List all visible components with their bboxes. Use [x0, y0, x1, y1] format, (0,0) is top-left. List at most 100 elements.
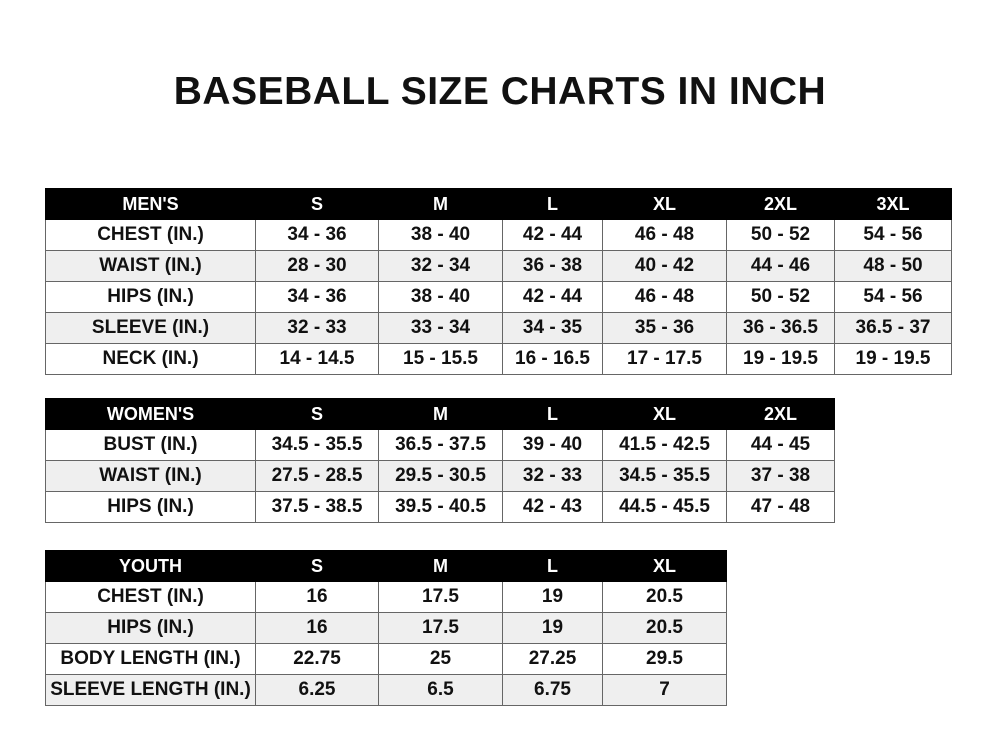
measurement-cell: 38 - 40 [378, 219, 503, 251]
youth-size-table: YOUTH S M L XL CHEST (IN.) 16 17.5 19 20.5 HIPS (I… [45, 550, 727, 706]
size-header: S [255, 398, 379, 430]
measurement-cell: 50 - 52 [726, 219, 835, 251]
measurement-cell: 27.25 [502, 643, 603, 675]
size-header: M [378, 550, 503, 582]
measurement-cell: 32 - 34 [378, 250, 503, 282]
table-row: WAIST (IN.) 27.5 - 28.5 29.5 - 30.5 32 - 33… [45, 460, 835, 492]
category-header: YOUTH [45, 550, 256, 582]
measurement-cell: 41.5 - 42.5 [602, 429, 727, 461]
measurement-cell: 46 - 48 [602, 281, 727, 313]
measurement-cell: 16 - 16.5 [502, 343, 603, 375]
measurement-cell: 16 [255, 581, 379, 613]
size-header: M [378, 188, 503, 220]
mens-size-table: MEN'S S M L XL 2XL 3XL CHEST (IN.) 34 - 36 38 - 4… [45, 188, 952, 375]
measurement-cell: 42 - 44 [502, 281, 603, 313]
measurement-cell: 39 - 40 [502, 429, 603, 461]
table-row: SLEEVE LENGTH (IN.) 6.25 6.5 6.75 7 [45, 674, 727, 706]
measurement-label: CHEST (IN.) [45, 219, 256, 251]
womens-size-table: WOMEN'S S M L XL 2XL BUST (IN.) 34.5 - 35.5 36.5… [45, 398, 835, 523]
measurement-cell: 20.5 [602, 612, 727, 644]
measurement-label: WAIST (IN.) [45, 250, 256, 282]
measurement-cell: 34.5 - 35.5 [255, 429, 379, 461]
measurement-cell: 36 - 38 [502, 250, 603, 282]
measurement-cell: 20.5 [602, 581, 727, 613]
measurement-cell: 37 - 38 [726, 460, 835, 492]
measurement-cell: 25 [378, 643, 503, 675]
table-row: HIPS (IN.) 16 17.5 19 20.5 [45, 612, 727, 644]
measurement-cell: 32 - 33 [502, 460, 603, 492]
measurement-label: SLEEVE LENGTH (IN.) [45, 674, 256, 706]
measurement-label: CHEST (IN.) [45, 581, 256, 613]
measurement-cell: 14 - 14.5 [255, 343, 379, 375]
measurement-label: HIPS (IN.) [45, 281, 256, 313]
measurement-cell: 39.5 - 40.5 [378, 491, 503, 523]
measurement-cell: 44 - 46 [726, 250, 835, 282]
measurement-label: HIPS (IN.) [45, 612, 256, 644]
page-title: BASEBALL SIZE CHARTS IN INCH [173, 70, 827, 113]
measurement-cell: 6.25 [255, 674, 379, 706]
measurement-cell: 33 - 34 [378, 312, 503, 344]
size-header: S [255, 188, 379, 220]
measurement-cell: 36 - 36.5 [726, 312, 835, 344]
table-row: HIPS (IN.) 34 - 36 38 - 40 42 - 44 46 - 48 50… [45, 281, 952, 313]
measurement-label: SLEEVE (IN.) [45, 312, 256, 344]
measurement-label: NECK (IN.) [45, 343, 256, 375]
measurement-cell: 22.75 [255, 643, 379, 675]
measurement-cell: 19 [502, 612, 603, 644]
measurement-cell: 37.5 - 38.5 [255, 491, 379, 523]
measurement-cell: 7 [602, 674, 727, 706]
measurement-cell: 46 - 48 [602, 219, 727, 251]
measurement-cell: 16 [255, 612, 379, 644]
measurement-cell: 50 - 52 [726, 281, 835, 313]
measurement-cell: 48 - 50 [834, 250, 952, 282]
measurement-cell: 36.5 - 37.5 [378, 429, 503, 461]
measurement-cell: 54 - 56 [834, 219, 952, 251]
measurement-cell: 36.5 - 37 [834, 312, 952, 344]
table-row: BUST (IN.) 34.5 - 35.5 36.5 - 37.5 39 - 40 4… [45, 429, 835, 461]
table-row: WAIST (IN.) 28 - 30 32 - 34 36 - 38 40 - 42 4… [45, 250, 952, 282]
measurement-cell: 34 - 35 [502, 312, 603, 344]
measurement-cell: 27.5 - 28.5 [255, 460, 379, 492]
measurement-cell: 15 - 15.5 [378, 343, 503, 375]
size-header: S [255, 550, 379, 582]
measurement-cell: 47 - 48 [726, 491, 835, 523]
table-row: SLEEVE (IN.) 32 - 33 33 - 34 34 - 35 35 - 36… [45, 312, 952, 344]
measurement-label: HIPS (IN.) [45, 491, 256, 523]
measurement-cell: 29.5 [602, 643, 727, 675]
size-header: 3XL [834, 188, 952, 220]
measurement-label: BUST (IN.) [45, 429, 256, 461]
measurement-cell: 28 - 30 [255, 250, 379, 282]
measurement-cell: 42 - 44 [502, 219, 603, 251]
measurement-label: WAIST (IN.) [45, 460, 256, 492]
size-header: XL [602, 188, 727, 220]
header-row: WOMEN'S S M L XL 2XL [45, 398, 835, 430]
measurement-cell: 17 - 17.5 [602, 343, 727, 375]
measurement-cell: 19 - 19.5 [834, 343, 952, 375]
measurement-cell: 6.5 [378, 674, 503, 706]
measurement-cell: 34 - 36 [255, 281, 379, 313]
measurement-cell: 44.5 - 45.5 [602, 491, 727, 523]
table-row: HIPS (IN.) 37.5 - 38.5 39.5 - 40.5 42 - 43 4… [45, 491, 835, 523]
size-header: L [502, 398, 603, 430]
measurement-cell: 29.5 - 30.5 [378, 460, 503, 492]
measurement-cell: 17.5 [378, 581, 503, 613]
header-row: MEN'S S M L XL 2XL 3XL [45, 188, 952, 220]
measurement-label: BODY LENGTH (IN.) [45, 643, 256, 675]
size-header: L [502, 188, 603, 220]
measurement-cell: 32 - 33 [255, 312, 379, 344]
category-header: MEN'S [45, 188, 256, 220]
measurement-cell: 40 - 42 [602, 250, 727, 282]
table-row: NECK (IN.) 14 - 14.5 15 - 15.5 16 - 16.5 17 … [45, 343, 952, 375]
measurement-cell: 42 - 43 [502, 491, 603, 523]
category-header: WOMEN'S [45, 398, 256, 430]
table-row: BODY LENGTH (IN.) 22.75 25 27.25 29.5 [45, 643, 727, 675]
measurement-cell: 6.75 [502, 674, 603, 706]
size-header: 2XL [726, 188, 835, 220]
size-header: 2XL [726, 398, 835, 430]
measurement-cell: 34.5 - 35.5 [602, 460, 727, 492]
measurement-cell: 44 - 45 [726, 429, 835, 461]
size-header: XL [602, 398, 727, 430]
size-header: L [502, 550, 603, 582]
measurement-cell: 38 - 40 [378, 281, 503, 313]
size-header: XL [602, 550, 727, 582]
